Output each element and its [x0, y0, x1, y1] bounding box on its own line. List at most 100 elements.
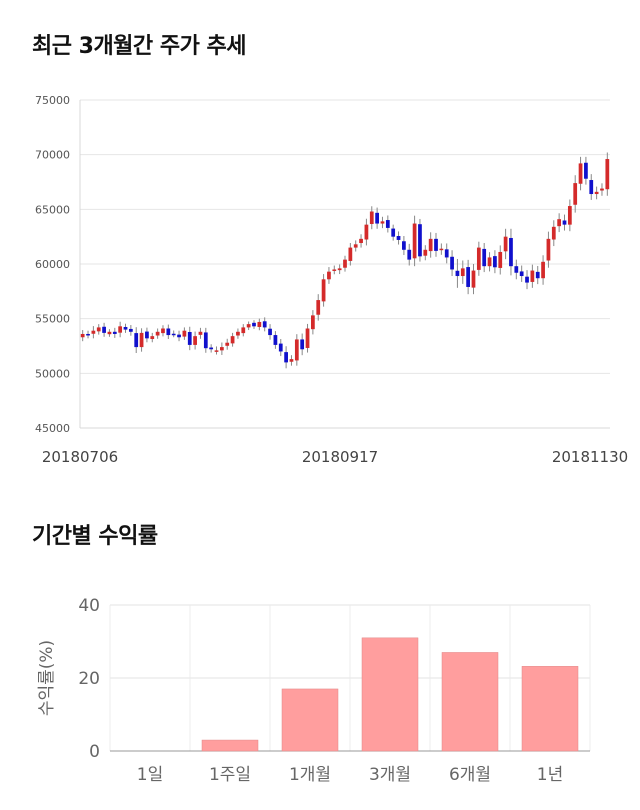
- candle-body: [605, 159, 610, 190]
- y-tick-label: 0: [89, 742, 100, 762]
- y-tick-label: 50000: [35, 367, 70, 380]
- y-tick-label: 45000: [35, 422, 70, 435]
- candle-body: [177, 334, 181, 338]
- candle-body: [514, 266, 519, 273]
- returns-title: 기간별 수익률: [32, 524, 158, 549]
- candle-body: [86, 333, 90, 336]
- candle-body: [171, 333, 176, 336]
- candle-body: [551, 226, 556, 240]
- candle-body: [589, 180, 594, 195]
- candle-body: [123, 326, 128, 330]
- candle-body: [369, 211, 374, 224]
- candle-body: [134, 333, 139, 348]
- candle-body: [359, 238, 363, 244]
- candle-body: [541, 261, 545, 279]
- candle-body: [311, 315, 315, 330]
- candle-body: [246, 324, 251, 328]
- y-tick-label: 55000: [35, 313, 70, 326]
- candle-body: [327, 271, 331, 280]
- candle-body: [600, 188, 604, 191]
- candle-body: [455, 270, 460, 277]
- candle-body: [257, 321, 262, 327]
- candle-body: [439, 248, 444, 251]
- return-bar: [521, 666, 579, 752]
- candle-body: [96, 327, 101, 332]
- candle-body: [155, 331, 160, 336]
- candle-body: [530, 270, 535, 282]
- candle-body: [128, 328, 133, 332]
- x-tick-label: 20180917: [302, 448, 378, 466]
- candle-body: [236, 331, 240, 336]
- y-tick-label: 20: [78, 669, 100, 689]
- x-tick-label: 1개월: [289, 765, 331, 785]
- y-tick-label: 70000: [35, 149, 70, 162]
- candle-body: [402, 241, 406, 250]
- candle-body: [444, 249, 449, 258]
- candle-body: [353, 244, 358, 248]
- candle-body: [407, 249, 412, 260]
- y-tick-label: 60000: [35, 258, 70, 271]
- candle-body: [364, 224, 369, 240]
- candle-body: [487, 257, 492, 267]
- candle-body: [150, 336, 155, 340]
- candle-body: [332, 269, 337, 271]
- return-bar: [281, 688, 339, 752]
- candle-body: [396, 236, 401, 240]
- candle-body: [305, 328, 310, 348]
- candle-body: [525, 276, 529, 283]
- y-tick-label: 75000: [35, 94, 70, 107]
- return-bar: [361, 637, 419, 752]
- candle-body: [139, 332, 144, 348]
- candle-body: [278, 343, 283, 352]
- candle-body: [503, 236, 508, 252]
- candle-body: [209, 347, 214, 350]
- candle-body: [252, 322, 256, 327]
- candle-body: [268, 328, 272, 336]
- x-tick-label: 1일: [137, 765, 163, 785]
- candle-body: [380, 221, 385, 224]
- candle-body: [193, 336, 197, 345]
- x-tick-label: 1주일: [209, 765, 251, 785]
- candle-body: [557, 219, 562, 227]
- candle-body: [187, 332, 192, 345]
- candle-body: [594, 191, 599, 195]
- candle-body: [294, 339, 299, 361]
- candle-body: [546, 238, 551, 261]
- candle-body: [418, 224, 422, 257]
- candle-body: [584, 162, 588, 179]
- candle-body: [573, 183, 578, 205]
- candle-body: [434, 238, 438, 251]
- candle-body: [225, 342, 230, 346]
- candle-body: [316, 300, 321, 315]
- return-bar: [201, 739, 259, 752]
- candle-body: [471, 270, 476, 288]
- candle-body: [493, 256, 497, 268]
- x-tick-label: 20180706: [42, 448, 118, 466]
- candle-body: [578, 163, 583, 184]
- candle-body: [460, 268, 465, 277]
- candle-body: [145, 331, 149, 339]
- candle-body: [300, 339, 305, 350]
- candle-body: [91, 330, 96, 334]
- candle-body: [284, 352, 288, 363]
- candle-body: [450, 256, 454, 270]
- candle-body: [273, 335, 278, 345]
- candle-body: [262, 321, 267, 328]
- x-tick-label: 1년: [537, 765, 563, 785]
- candle-body: [107, 331, 112, 335]
- candle-body: [375, 212, 379, 224]
- candle-body: [161, 328, 165, 334]
- candle-body: [476, 247, 481, 270]
- candle-body: [214, 350, 219, 352]
- candle-body: [466, 267, 471, 287]
- x-tick-label: 6개월: [449, 765, 491, 785]
- candle-body: [482, 248, 487, 267]
- candle-body: [385, 220, 390, 228]
- candle-body: [219, 347, 224, 351]
- candle-body: [203, 332, 208, 349]
- candle-body: [337, 268, 342, 271]
- candle-body: [343, 259, 347, 268]
- candle-body: [118, 326, 123, 333]
- candle-body: [321, 279, 326, 302]
